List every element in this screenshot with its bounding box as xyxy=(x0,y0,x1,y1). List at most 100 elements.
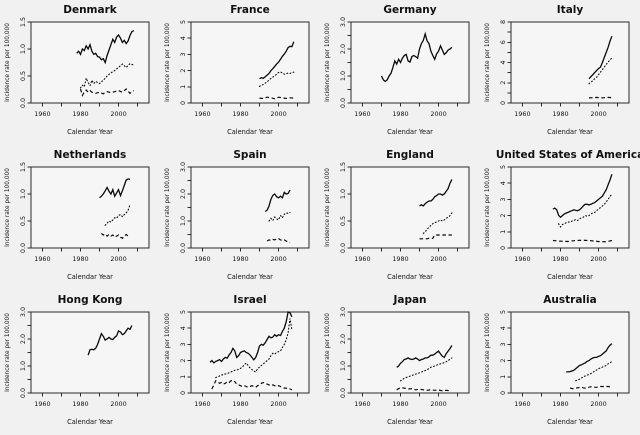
x-tick-label: 2000 xyxy=(270,110,286,118)
x-tick-label: 2000 xyxy=(590,255,606,263)
plot-area xyxy=(30,311,150,394)
y-tick-label: 8 xyxy=(499,20,507,24)
solid-line xyxy=(259,41,295,80)
chart-panel-england: England 1960 1980 2000 0.0 0.5 1.0 1.5 Calendar … xyxy=(320,145,480,290)
y-tick-label: 4 xyxy=(499,181,507,185)
x-tick-label: 2000 xyxy=(110,400,126,408)
y-tick-label: 1.0 xyxy=(19,361,27,371)
solid-line xyxy=(566,343,613,373)
chart-panel-italy: Italy 1960 1980 2000 0 2 4 6 8 Calendar Year Incid… xyxy=(480,0,640,145)
x-axis-label: Calendar Year xyxy=(387,128,433,136)
y-tick-label: 0 xyxy=(499,101,507,105)
y-axis-label: Incidence rate per 100,000 xyxy=(485,313,491,392)
y-axis-label: Incidence rate per 100,000 xyxy=(5,313,11,392)
y-axis: 0.0 1.0 2.0 3.0 xyxy=(179,162,191,253)
x-axis-label: Calendar Year xyxy=(227,273,273,281)
dotted-line xyxy=(588,57,613,85)
x-axis: 1960 1980 2000 xyxy=(514,103,619,118)
dotted-line xyxy=(79,62,135,89)
y-axis: 0.0 1.0 2.0 3.0 xyxy=(19,307,31,398)
y-axis-label: Incidence rate per 100,000 xyxy=(5,168,11,247)
series-lines xyxy=(396,345,453,392)
x-tick-label: 1980 xyxy=(72,110,88,118)
x-axis: 1960 1980 2000 xyxy=(354,103,459,118)
plot-svg-france: France 1960 1980 2000 0 1 2 3 4 5 Calendar Year Inc… xyxy=(165,4,310,136)
dashed-line xyxy=(552,239,613,243)
dashed-line xyxy=(588,96,612,99)
x-axis: 1960 1980 2000 xyxy=(194,103,299,118)
y-tick-label: 2 xyxy=(499,81,507,85)
x-tick-label: 1960 xyxy=(354,110,370,118)
x-tick-label: 2000 xyxy=(430,110,446,118)
y-tick-label: 1.0 xyxy=(179,216,187,226)
x-axis: 1960 1980 2000 xyxy=(354,248,459,263)
series-lines xyxy=(264,189,291,244)
dotted-line xyxy=(399,357,453,382)
solid-line xyxy=(209,311,293,364)
series-lines xyxy=(76,30,135,97)
y-tick-label: 0.0 xyxy=(19,98,27,108)
y-tick-label: 2.0 xyxy=(179,189,187,199)
panel-title: France xyxy=(230,4,270,16)
panel-title: Italy xyxy=(557,4,584,16)
y-tick-label: 1.0 xyxy=(19,189,27,199)
y-tick-label: 2.0 xyxy=(19,334,27,344)
dashed-line xyxy=(101,232,131,240)
y-tick-label: 2.0 xyxy=(339,44,347,54)
x-tick-label: 1980 xyxy=(552,110,568,118)
x-axis: 1960 1980 2000 xyxy=(194,248,299,263)
dashed-line xyxy=(79,88,135,97)
series-lines xyxy=(419,179,453,240)
x-axis-label: Calendar Year xyxy=(227,128,273,136)
y-tick-label: 0.0 xyxy=(339,243,347,253)
dashed-line xyxy=(211,379,293,391)
y-tick-label: 0 xyxy=(499,246,507,250)
x-tick-label: 1960 xyxy=(34,255,50,263)
panel-title: Netherlands xyxy=(54,149,127,161)
solid-line xyxy=(99,178,131,199)
x-tick-label: 2000 xyxy=(430,255,446,263)
y-tick-label: 0.5 xyxy=(339,216,347,226)
y-tick-label: 0.0 xyxy=(19,243,27,253)
y-tick-label: 0.5 xyxy=(19,216,27,226)
panel-title: Germany xyxy=(383,4,436,16)
x-axis-label: Calendar Year xyxy=(67,273,113,281)
y-tick-label: 2 xyxy=(179,359,187,363)
chart-panel-spain: Spain 1960 1980 2000 0.0 1.0 2.0 3.0 Calendar Ye… xyxy=(160,145,320,290)
y-axis: 0.0 0.5 1.0 1.5 xyxy=(339,162,351,253)
solid-line xyxy=(588,35,613,80)
panel-title: Hong Kong xyxy=(58,294,123,306)
y-axis-label: Incidence rate per 100,000 xyxy=(485,168,491,247)
chart-panel-japan: Japan 1960 1980 2000 0.0 1.0 2.0 3.0 Calendar Ye… xyxy=(320,290,480,435)
x-axis: 1960 1980 2000 xyxy=(354,393,459,408)
y-axis: 0.0 1.0 2.0 3.0 xyxy=(339,17,351,108)
x-axis: 1960 1980 2000 xyxy=(34,103,139,118)
chart-panel-israel: Israel 1960 1980 2000 0 1 2 3 4 5 Calendar Year Inc… xyxy=(160,290,320,435)
y-tick-label: 0 xyxy=(179,101,187,105)
series-lines xyxy=(87,325,133,356)
y-tick-label: 3.0 xyxy=(339,307,347,317)
y-tick-label: 2.0 xyxy=(339,334,347,344)
x-tick-label: 1960 xyxy=(194,110,210,118)
plot-area xyxy=(190,166,310,249)
y-axis-label: Incidence rate per 100,000 xyxy=(165,168,171,247)
x-axis-label: Calendar Year xyxy=(547,273,593,281)
x-axis-label: Calendar Year xyxy=(547,418,593,426)
series-lines xyxy=(566,343,613,390)
y-tick-label: 5 xyxy=(179,20,187,24)
x-tick-label: 1980 xyxy=(72,255,88,263)
y-axis: 0.0 1.0 2.0 3.0 xyxy=(339,307,351,398)
x-tick-label: 1980 xyxy=(232,110,248,118)
dotted-line xyxy=(104,204,131,226)
series-lines xyxy=(258,41,295,100)
y-tick-label: 5 xyxy=(499,165,507,169)
x-tick-label: 1980 xyxy=(392,400,408,408)
y-tick-label: 5 xyxy=(179,310,187,314)
plot-svg-spain: Spain 1960 1980 2000 0.0 1.0 2.0 3.0 Calendar Ye… xyxy=(165,149,310,281)
y-axis: 0.0 0.5 1.0 1.5 xyxy=(19,162,31,253)
x-axis: 1960 1980 2000 xyxy=(514,393,619,408)
x-tick-label: 1960 xyxy=(194,400,210,408)
y-axis-label: Incidence rate per 100,000 xyxy=(165,23,171,102)
y-tick-label: 4 xyxy=(499,60,507,64)
x-tick-label: 1960 xyxy=(34,400,50,408)
